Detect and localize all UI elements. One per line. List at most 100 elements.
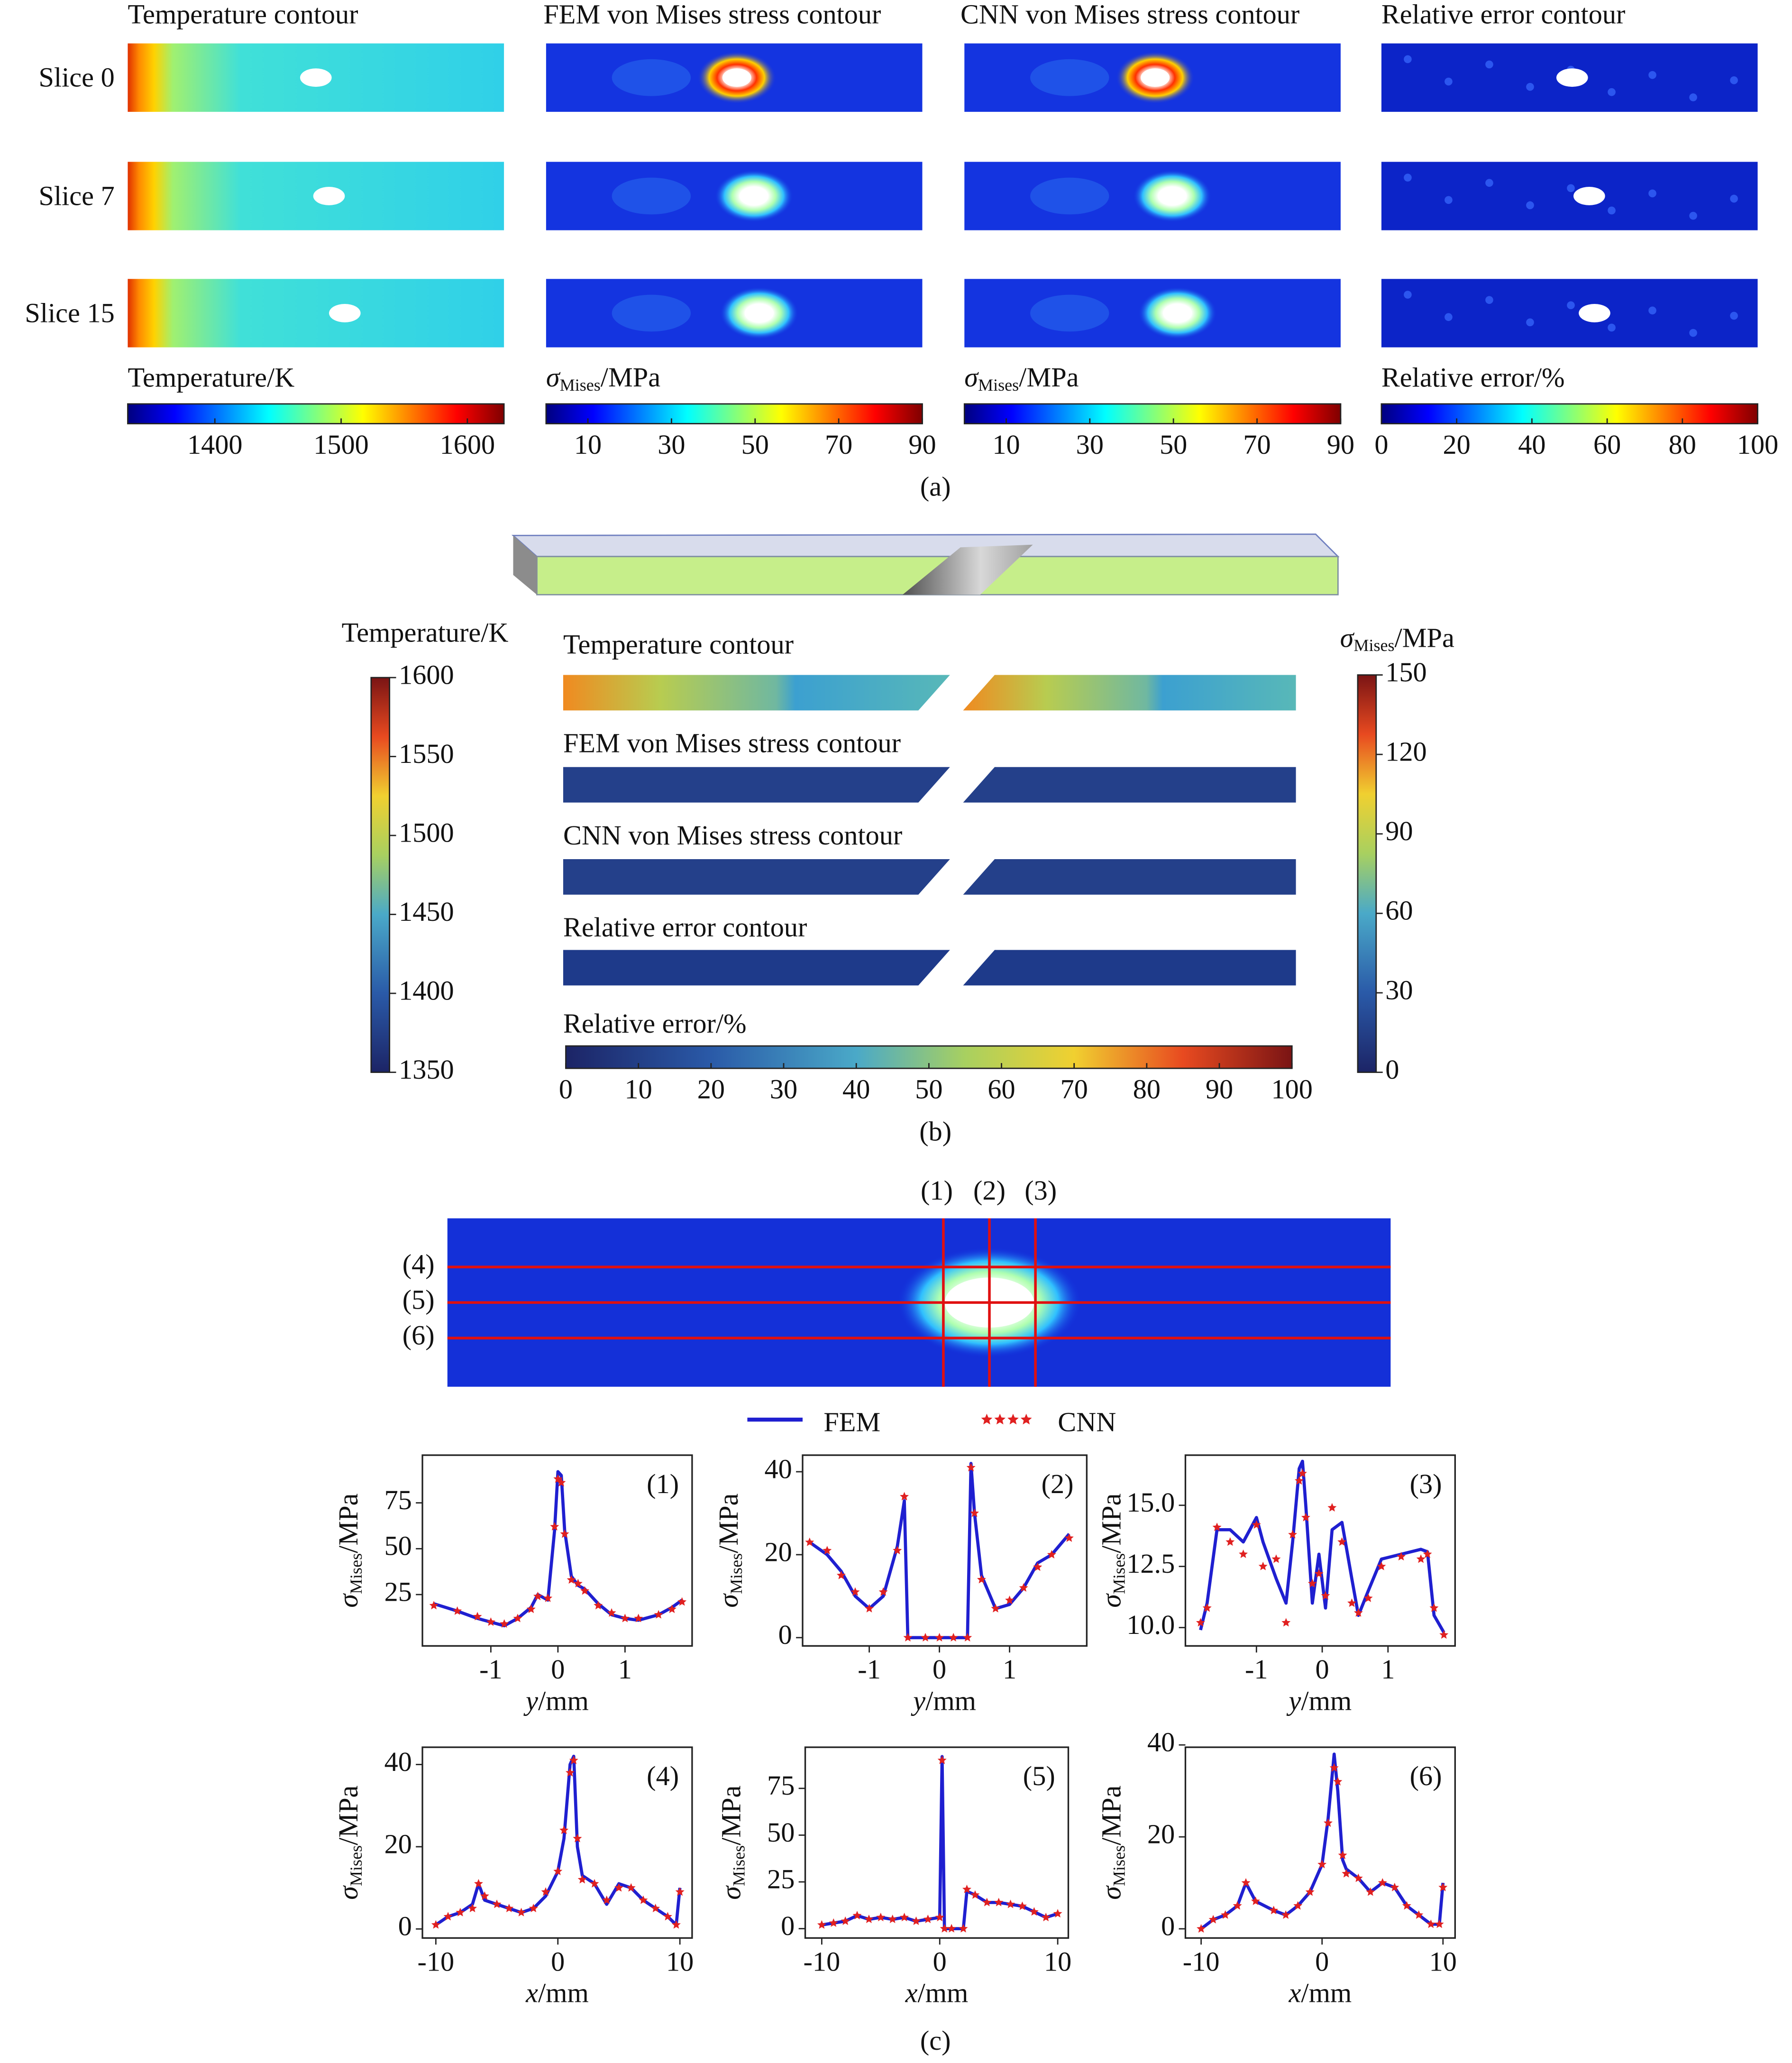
cnn-marker <box>526 1605 536 1614</box>
cnn-marker <box>823 1546 832 1555</box>
cnn-marker <box>963 1632 972 1641</box>
cnn-marker <box>1197 1924 1206 1933</box>
contour-image <box>128 279 504 348</box>
cnn-marker <box>962 1884 971 1893</box>
x-tick-label: 10 <box>1044 1946 1071 1977</box>
x-axis-label-symbol: y <box>1287 1686 1301 1716</box>
strip-title: Temperature contour <box>563 629 794 660</box>
error-speck <box>1526 83 1534 91</box>
error-speck <box>1608 206 1616 215</box>
cnn-marker <box>1439 1630 1449 1639</box>
cnn-marker <box>923 1914 933 1924</box>
colorbar-tick-label: 1350 <box>399 1054 454 1085</box>
cnn-marker <box>677 1597 687 1606</box>
colorbar-tick-label: 60 <box>1385 895 1413 926</box>
x-axis-label-unit: /mm <box>1301 1686 1352 1716</box>
cnn-marker <box>1033 1562 1042 1571</box>
contour-strip <box>963 859 1296 895</box>
cnn-marker <box>1333 1777 1343 1786</box>
cnn-marker <box>671 1920 681 1929</box>
contour-strip <box>563 767 950 803</box>
colorbar-label-unit: /MPa <box>1395 623 1454 653</box>
y-tick-label: 25 <box>767 1863 795 1894</box>
y-axis-label: σMises/MPa <box>1096 1785 1129 1899</box>
x-tick-label: 0 <box>1315 1654 1329 1685</box>
colorbar-tick-label: 40 <box>842 1074 870 1105</box>
contour-image <box>1381 43 1758 112</box>
y-axis-label: σMises/MPa <box>333 1785 366 1899</box>
caption: (c) <box>920 2025 951 2056</box>
cnn-marker <box>991 1604 1000 1613</box>
y-axis-label-unit: /MPa <box>333 1785 364 1845</box>
cnn-marker <box>1006 1899 1015 1908</box>
y-axis-label-symbol: σ <box>713 1593 744 1608</box>
strip-title: Relative error contour <box>563 912 807 943</box>
x-axis-label-symbol: y <box>911 1686 925 1716</box>
error-speck <box>1445 77 1453 86</box>
column-title: FEM von Mises stress contour <box>543 0 881 29</box>
contour-field <box>1381 162 1758 230</box>
colorbar <box>127 403 505 424</box>
cnn-marker <box>667 1605 677 1614</box>
cnn-marker <box>1397 1552 1406 1561</box>
cnn-marker <box>533 1591 542 1600</box>
cnn-marker <box>1241 1878 1251 1887</box>
error-speck <box>1608 323 1616 332</box>
x-axis-label: y/mm <box>523 1686 589 1716</box>
error-speck <box>1648 306 1656 315</box>
cnn-marker <box>935 1632 944 1641</box>
y-axis-label: σMises/MPa <box>716 1785 749 1899</box>
error-speck <box>1445 196 1453 204</box>
cnn-marker <box>817 1920 826 1929</box>
cnn-marker <box>1429 1603 1439 1612</box>
stress-blob <box>612 294 691 332</box>
colorbar-tick-label: 0 <box>559 1074 573 1105</box>
colorbar-label: σMises/MPa <box>964 362 1079 394</box>
y-axis-label-symbol: σ <box>333 1593 364 1608</box>
cnn-marker <box>1295 1476 1304 1485</box>
contour-field <box>128 279 504 348</box>
cnn-marker <box>1271 1554 1281 1563</box>
colorbar-tick-label: 70 <box>1061 1074 1088 1105</box>
y-axis-label-subscript: Mises <box>347 1553 366 1594</box>
colorbar-tick-label: 1500 <box>399 817 454 848</box>
error-speck <box>1485 296 1493 304</box>
cnn-marker <box>1366 1887 1375 1896</box>
colorbar-tick-label: 100 <box>1271 1074 1313 1105</box>
y-tick-label: 12.5 <box>1126 1548 1175 1579</box>
colorbar-tick-label: 0 <box>1385 1054 1399 1085</box>
cnn-marker <box>1208 1915 1218 1924</box>
y-tick-label: 25 <box>384 1576 412 1607</box>
y-axis-label: σMises/MPa <box>713 1493 746 1607</box>
error-speck <box>1648 189 1656 198</box>
y-axis-label-subscript: Mises <box>727 1553 746 1594</box>
x-tick-label: 0 <box>933 1946 947 1977</box>
cnn-marker <box>602 1895 612 1904</box>
y-tick-label: 0 <box>1161 1910 1175 1941</box>
cnn-marker <box>921 1632 930 1641</box>
cnn-marker <box>1239 1549 1248 1559</box>
colorbar-tick-label: 40 <box>1518 429 1545 460</box>
colorbar-tick-label: 50 <box>915 1074 942 1105</box>
x-tick-label: -1 <box>858 1654 881 1685</box>
colorbar-tick-label: 10 <box>992 429 1020 460</box>
y-axis-label-subscript: Mises <box>347 1845 366 1886</box>
contour-strip <box>563 859 950 895</box>
cnn-marker <box>1426 1919 1435 1928</box>
x-axis-label-unit: /mm <box>1301 1978 1352 2008</box>
cnn-marker <box>829 1918 838 1927</box>
cnn-marker <box>431 1920 440 1929</box>
y-axis-label: σMises/MPa <box>1096 1493 1129 1607</box>
error-speck <box>1730 194 1738 203</box>
error-speck <box>1404 174 1412 182</box>
stress-blob <box>1030 177 1109 215</box>
cnn-marker <box>1435 1919 1444 1928</box>
cnn-marker <box>573 1578 583 1587</box>
cnn-marker <box>959 1924 968 1933</box>
error-speck <box>1567 184 1575 193</box>
legend-marker <box>981 1413 993 1425</box>
colorbar-label: σMises/MPa <box>546 362 660 394</box>
x-tick-label: -10 <box>804 1946 841 1977</box>
